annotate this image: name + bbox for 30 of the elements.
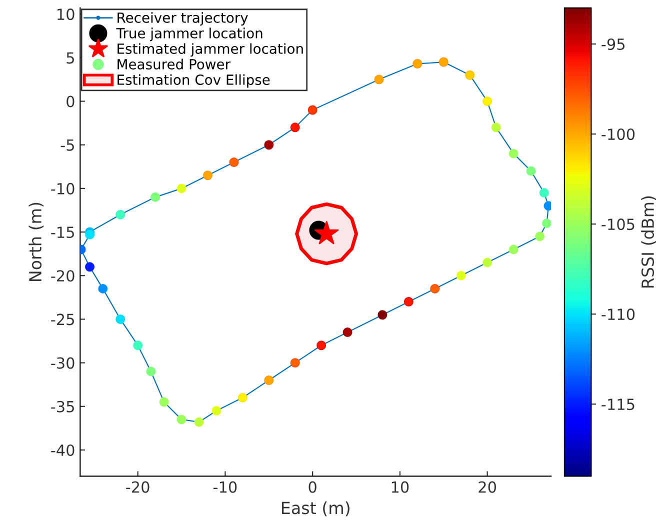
- x-axis-title: East (m): [282, 501, 350, 516]
- y-tick-label: -40: [51, 444, 74, 456]
- y-tick-label: 5: [66, 52, 74, 64]
- legend-label: Measured Power: [118, 58, 231, 70]
- y-tick-label: -15: [51, 226, 74, 238]
- y-axis-title: North (m): [28, 202, 44, 281]
- legend-label: Estimated jammer location: [118, 43, 303, 57]
- legend-label: Receiver trajectory: [118, 12, 248, 26]
- y-tick-label: 0: [66, 96, 74, 108]
- y-tick-label: -20: [51, 270, 74, 282]
- point: [542, 218, 552, 228]
- y-tick-label: -5: [60, 140, 74, 151]
- y-tick-label: -10: [51, 182, 74, 194]
- y-tick-label: -30: [51, 357, 74, 369]
- color-bar-label: -115: [602, 398, 634, 410]
- x-tick-label: -10: [213, 481, 237, 493]
- color-bar-label: -110: [602, 308, 635, 320]
- x-tick-label: 20: [478, 481, 496, 493]
- color-bar-label: -95: [602, 38, 625, 50]
- x-tick-label: 0: [308, 481, 316, 493]
- y-tick-label: -35: [51, 400, 74, 412]
- y-tick-label: -25: [51, 314, 74, 326]
- x-tick-label: -20: [126, 481, 150, 493]
- color-bar-label: -100: [602, 128, 635, 140]
- color-bar-title: RSSI (dBm): [641, 196, 656, 288]
- y-tick-label: 10: [58, 8, 74, 20]
- legend-label: Estimation Cov Ellipse: [118, 74, 270, 88]
- color-bar-label: -105: [602, 218, 634, 230]
- legend-label: True jammer location: [116, 28, 262, 42]
- x-tick-label: 10: [392, 481, 409, 493]
